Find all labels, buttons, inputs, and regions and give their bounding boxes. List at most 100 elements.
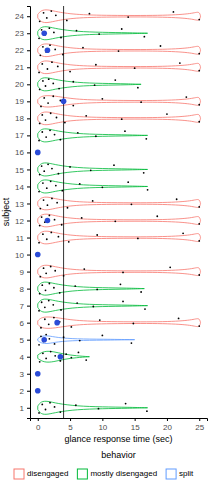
point: [48, 215, 50, 217]
violin: [38, 96, 201, 107]
y-tick: 20: [15, 80, 30, 89]
point: [42, 352, 44, 354]
y-tick: 3: [20, 370, 30, 379]
point: [43, 97, 45, 99]
highlight-point: [45, 47, 51, 53]
point: [156, 215, 158, 217]
point: [198, 325, 200, 327]
y-axis-line: [27, 7, 31, 419]
point: [46, 238, 48, 240]
point: [49, 402, 51, 404]
y-tick: 23: [15, 29, 30, 38]
point: [173, 11, 175, 13]
point: [79, 183, 81, 185]
x-tick: 10: [98, 418, 107, 432]
point: [47, 102, 49, 104]
point: [69, 71, 71, 73]
point: [38, 37, 40, 39]
y-tick-mark: [27, 374, 30, 375]
y-tick-mark: [27, 357, 30, 358]
y-tick: 1: [20, 404, 30, 413]
x-tick-mark: [70, 418, 71, 421]
x-axis-title: glance response time (sec): [64, 434, 172, 444]
x-tick-mark: [102, 418, 103, 421]
point: [56, 202, 58, 204]
point: [49, 44, 51, 46]
y-tick-mark: [27, 323, 30, 324]
point: [160, 45, 162, 47]
point: [43, 267, 45, 269]
y-tick-label: 19: [15, 97, 24, 106]
point: [63, 336, 65, 338]
point: [45, 272, 47, 274]
point: [143, 172, 145, 174]
point: [43, 199, 45, 201]
point: [60, 37, 62, 39]
point: [85, 359, 87, 361]
point: [101, 186, 103, 188]
y-tick-label: 13: [15, 200, 24, 209]
y-tick-mark: [27, 118, 30, 119]
x-tick-label: 20: [163, 423, 172, 432]
point: [47, 204, 49, 206]
point: [39, 361, 41, 363]
point: [50, 180, 52, 182]
point: [72, 81, 74, 83]
point: [118, 50, 120, 52]
point: [47, 68, 49, 70]
point: [42, 182, 44, 184]
y-tick-label: 8: [20, 285, 25, 294]
highlight-point: [61, 99, 67, 105]
y-tick-mark: [27, 67, 30, 68]
y-tick-label: 15: [15, 165, 24, 174]
x-tick-mark: [135, 418, 136, 421]
point: [137, 87, 139, 89]
point: [79, 340, 81, 342]
point: [99, 319, 101, 321]
y-tick-label: 14: [15, 183, 24, 192]
highlight-point: [35, 388, 41, 394]
point: [114, 79, 116, 81]
point: [127, 16, 129, 18]
x-tick-mark: [167, 418, 168, 421]
point: [52, 304, 54, 306]
point: [55, 185, 57, 187]
y-tick: 19: [15, 97, 30, 106]
point: [121, 28, 123, 30]
point: [54, 343, 56, 345]
point: [92, 306, 94, 308]
point: [63, 275, 65, 277]
y-tick-label: 16: [15, 148, 24, 157]
y-tick-label: 20: [15, 80, 24, 89]
y-tick-mark: [27, 289, 30, 290]
point: [38, 140, 40, 142]
point: [39, 123, 41, 125]
y-tick-label: 12: [15, 217, 24, 226]
point: [48, 78, 50, 80]
legend: behaviordisengagedmostly disengagedsplit: [14, 450, 194, 479]
y-tick-mark: [27, 340, 30, 341]
point: [94, 84, 96, 86]
highlight-point: [35, 150, 41, 156]
point: [76, 302, 78, 304]
y-tick-mark: [27, 272, 30, 273]
highlight-point: [41, 30, 47, 36]
x-tick: 25: [195, 418, 204, 432]
point: [38, 344, 40, 346]
y-tick-mark: [27, 50, 30, 51]
x-tick: 15: [131, 418, 140, 432]
point: [45, 334, 47, 336]
violin: [38, 27, 148, 40]
y-tick-label: 22: [15, 46, 24, 55]
point: [38, 71, 40, 73]
point: [41, 301, 43, 303]
point: [52, 95, 54, 97]
point: [50, 266, 52, 268]
point: [58, 88, 60, 90]
y-axis-title: subject: [1, 197, 11, 226]
y-tick: 8: [20, 285, 30, 294]
plot-background: [30, 6, 207, 418]
point: [40, 327, 42, 329]
point: [45, 358, 47, 360]
point: [44, 318, 46, 320]
